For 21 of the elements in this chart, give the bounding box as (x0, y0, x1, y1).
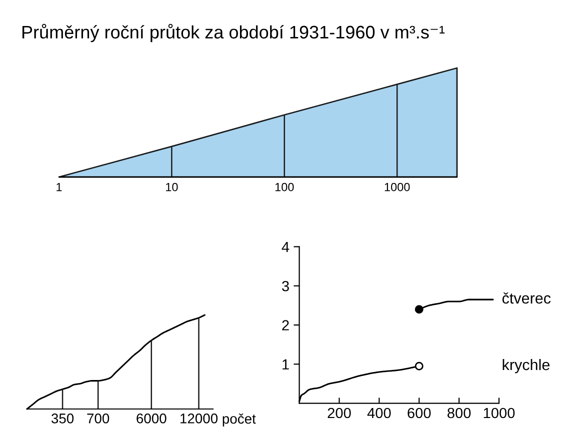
x-axis-title: počet (222, 414, 256, 426)
chart-title: Průměrný roční průtok za období 1931-1960 v m³.s⁻¹ (22, 24, 445, 42)
x-tick-label: 600 (408, 408, 431, 418)
y-tick-label: 3 (282, 280, 289, 292)
x-tick-label: 1000 (484, 408, 515, 418)
x-tick-label: 800 (448, 408, 471, 418)
x-tick-label: 12000 (180, 414, 218, 424)
series-label: čtverec (502, 292, 551, 304)
x-tick-label: 700 (87, 414, 110, 424)
x-tick-label: 200 (328, 408, 351, 418)
x-tick-label: 10 (166, 182, 178, 192)
y-tick-label: 2 (282, 320, 289, 330)
x-tick-label: 6000 (136, 414, 166, 424)
x-tick-label: 100 (275, 182, 294, 192)
x-tick-label: 350 (51, 414, 74, 424)
y-tick-label: 1 (282, 359, 289, 370)
y-tick-label: 4 (282, 242, 290, 252)
text: krychle (502, 358, 550, 374)
x-tick-label: 1 (56, 182, 62, 192)
x-tick-label: 400 (367, 408, 391, 418)
x-tick-label: 1000 (384, 182, 410, 192)
